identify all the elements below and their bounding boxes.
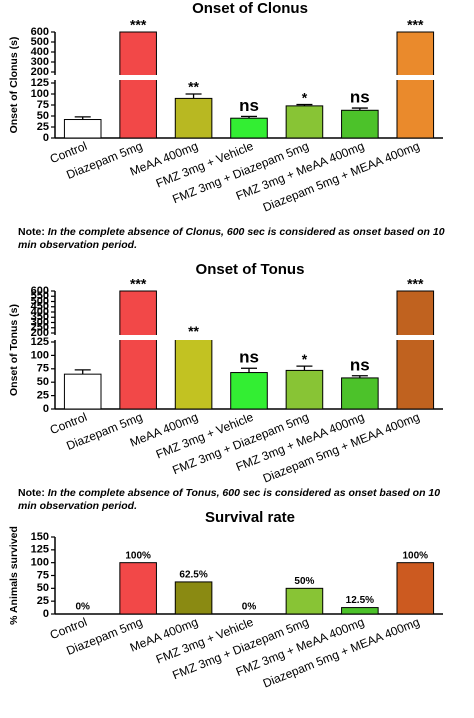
y-tick-label: 125 xyxy=(31,544,49,556)
y-tick-label: 0 xyxy=(43,132,49,144)
bar xyxy=(341,377,379,410)
significance-label: ** xyxy=(188,79,199,95)
bar xyxy=(396,31,435,139)
note-2: Note: In the complete absence of Tonus, … xyxy=(18,487,458,513)
significance-label: *** xyxy=(407,17,424,33)
bar xyxy=(63,373,102,410)
value-label: 50% xyxy=(294,576,314,587)
significance-label: ns xyxy=(239,96,259,115)
y-axis-label: % Animals survived xyxy=(8,526,20,625)
significance-label: *** xyxy=(407,276,424,292)
y-tick-label: 600 xyxy=(31,26,49,38)
significance-label: ns xyxy=(350,88,370,107)
y-tick-label: 400 xyxy=(31,46,49,58)
value-label: 100% xyxy=(125,550,151,561)
value-label: 100% xyxy=(402,550,428,561)
bar xyxy=(119,31,157,139)
note-label: Note: xyxy=(18,226,45,238)
significance-label: *** xyxy=(130,276,147,292)
value-label: 0% xyxy=(242,602,257,613)
bar xyxy=(230,372,268,410)
significance-label: * xyxy=(302,89,308,105)
y-tick-label: 100 xyxy=(31,349,49,361)
bar xyxy=(285,587,324,615)
chart-title: Onset of Tonus xyxy=(196,261,305,278)
y-tick-label: 75 xyxy=(37,99,49,111)
y-tick-label: 450 xyxy=(31,301,49,313)
value-label: 0% xyxy=(75,602,90,613)
y-tick-label: 125 xyxy=(31,336,49,348)
y-tick-label: 75 xyxy=(37,569,49,581)
bar xyxy=(341,607,379,615)
significance-label: ns xyxy=(350,355,370,374)
y-tick-label: 25 xyxy=(37,390,49,402)
y-tick-label: 50 xyxy=(37,582,49,594)
value-label: 12.5% xyxy=(346,595,374,606)
y-tick-label: 75 xyxy=(37,363,49,375)
y-tick-label: 50 xyxy=(37,110,49,122)
bar xyxy=(119,562,157,615)
bar xyxy=(396,290,435,410)
y-tick-label: 500 xyxy=(31,36,49,48)
y-tick-label: 350 xyxy=(31,311,49,323)
y-tick-label: 550 xyxy=(31,290,49,302)
y-tick-label: 400 xyxy=(31,306,49,318)
bar xyxy=(285,105,324,139)
y-tick-label: 150 xyxy=(31,531,49,543)
bar xyxy=(285,369,324,410)
significance-label: ns xyxy=(239,348,259,367)
chart-title: Onset of Clonus xyxy=(192,0,308,17)
bar xyxy=(341,109,379,139)
y-tick-label: 0 xyxy=(43,608,49,620)
y-tick-label: 25 xyxy=(37,595,49,607)
y-tick-label: 300 xyxy=(31,56,49,68)
y-tick-label: 200 xyxy=(31,327,49,339)
y-tick-label: 100 xyxy=(31,88,49,100)
axis-break xyxy=(52,75,443,80)
note-1: Note: In the complete absence of Clonus,… xyxy=(18,226,458,252)
significance-label: * xyxy=(302,351,308,367)
bar xyxy=(63,119,102,139)
axis-break xyxy=(52,335,443,340)
note-label: Note: xyxy=(18,487,45,499)
significance-label: ** xyxy=(188,323,199,339)
y-axis-label: Onset of Clonus (s) xyxy=(8,37,20,134)
y-tick-label: 600 xyxy=(31,285,49,297)
bar xyxy=(230,117,268,139)
bar xyxy=(174,338,213,410)
value-label: 62.5% xyxy=(179,570,207,581)
y-tick-label: 200 xyxy=(31,66,49,78)
y-tick-label: 50 xyxy=(37,376,49,388)
note-text: In the complete absence of Tonus, 600 se… xyxy=(18,487,441,512)
y-tick-label: 250 xyxy=(31,322,49,334)
y-tick-label: 100 xyxy=(31,557,49,569)
y-axis-label: Onset of Tonus (s) xyxy=(8,304,20,396)
y-tick-label: 125 xyxy=(31,77,49,89)
y-tick-label: 0 xyxy=(43,403,49,415)
chart-title: Survival rate xyxy=(205,509,295,526)
significance-label: *** xyxy=(130,17,147,33)
y-tick-label: 500 xyxy=(31,295,49,307)
bar xyxy=(396,562,435,615)
y-tick-label: 25 xyxy=(37,121,49,133)
bar xyxy=(119,290,157,410)
y-tick-label: 300 xyxy=(31,316,49,328)
note-text: In the complete absence of Clonus, 600 s… xyxy=(18,226,445,251)
bar xyxy=(174,97,213,139)
bar xyxy=(174,581,213,615)
